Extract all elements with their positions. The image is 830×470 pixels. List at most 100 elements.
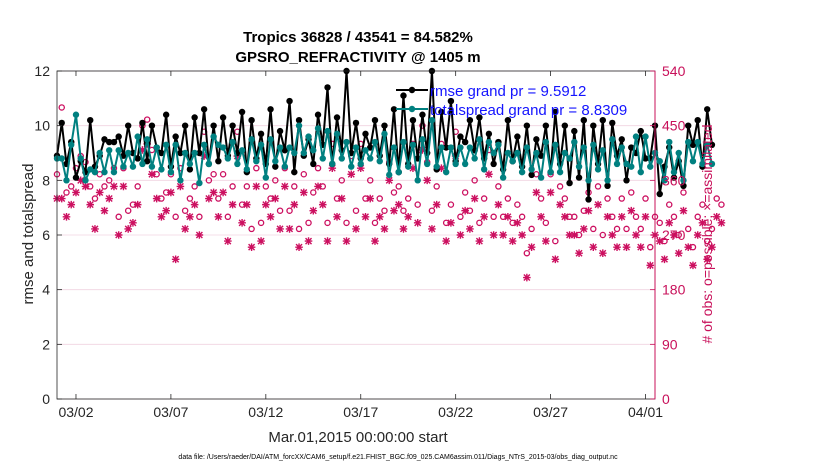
rmse-point [143, 158, 151, 165]
assimilated-obs-point [466, 225, 474, 233]
assimilated-obs-point [489, 231, 498, 239]
totalspread-point [129, 163, 137, 170]
possible-obs-point [552, 237, 559, 245]
assimilated-obs-point [518, 231, 526, 239]
totalspread-point [234, 160, 241, 168]
totalspread-point [82, 177, 89, 184]
totalspread-point [419, 136, 426, 143]
totalspread-point [139, 160, 146, 168]
totalspread-point [556, 168, 564, 176]
possible-obs-point [713, 195, 720, 202]
assimilated-obs-point [81, 182, 90, 191]
x-tick-label: 03/22 [438, 404, 473, 420]
totalspread-point [490, 149, 497, 157]
assimilated-obs-point [119, 182, 128, 191]
assimilated-obs-point [551, 255, 560, 264]
y-tick-label-right: 360 [662, 172, 686, 188]
possible-obs-point [376, 195, 383, 202]
possible-obs-point [295, 225, 303, 233]
assimilated-obs-point [423, 176, 431, 185]
assimilated-obs-point [309, 206, 318, 215]
rmse-point [276, 127, 284, 135]
rmse-point [115, 133, 122, 140]
assimilated-obs-point [584, 206, 593, 215]
assimilated-obs-point [432, 200, 441, 209]
assimilated-obs-point [304, 237, 313, 245]
assimilated-obs-point [347, 170, 356, 179]
totalspread-point [623, 160, 630, 168]
assimilated-obs-point [176, 182, 185, 191]
assimilated-obs-point [200, 152, 208, 160]
totalspread-point [224, 155, 232, 162]
totalspread-point [395, 168, 402, 176]
rmse-point [58, 119, 65, 127]
totalspread-point [229, 138, 236, 146]
rmse-point [575, 174, 583, 181]
rmse-point [281, 147, 289, 154]
totalspread-point [461, 160, 469, 168]
totalspread-point [177, 177, 184, 184]
possible-obs-point [63, 189, 70, 196]
assimilated-obs-point [110, 182, 118, 191]
rmse-point [461, 138, 469, 146]
assimilated-obs-point [693, 231, 702, 239]
possible-obs-point [219, 171, 227, 178]
rmse-point [447, 97, 455, 105]
possible-obs-point [390, 189, 398, 196]
possible-obs-point [642, 195, 649, 202]
possible-obs-point [381, 207, 388, 214]
possible-obs-point [352, 207, 360, 214]
assimilated-obs-point [655, 237, 664, 245]
assimilated-obs-point [171, 255, 180, 264]
totalspread-point [537, 174, 545, 181]
assimilated-obs-point [243, 200, 251, 209]
rmse-point [134, 155, 141, 162]
assimilated-obs-point [561, 212, 569, 221]
possible-obs-point [243, 183, 251, 190]
rmse-point [533, 136, 540, 143]
totalspread-point [96, 149, 103, 157]
y-tick-label-right: 0 [662, 391, 670, 407]
totalspread-point [571, 138, 578, 146]
totalspread-point [466, 144, 474, 151]
totalspread-point [124, 149, 132, 157]
possible-obs-point [58, 104, 65, 111]
assimilated-obs-point [157, 212, 166, 221]
totalspread-point [533, 149, 540, 157]
totalspread-point [243, 166, 251, 173]
totalspread-point [238, 147, 246, 154]
totalspread-point [637, 168, 644, 176]
totalspread-point [414, 177, 421, 184]
totalspread-point [675, 149, 682, 157]
totalspread-point [628, 163, 635, 170]
possible-obs-point [366, 177, 374, 184]
totalspread-point [106, 147, 113, 154]
totalspread-point [442, 168, 450, 176]
totalspread-point [390, 144, 398, 151]
totalspread-point [647, 163, 654, 170]
x-axis-label: Mar.01,2015 00:00:00 start [268, 429, 448, 446]
assimilated-obs-point [674, 249, 683, 258]
totalspread-point [504, 149, 512, 157]
possible-obs-point [656, 219, 663, 227]
rmse-point [514, 133, 521, 140]
rmse-point [191, 114, 198, 121]
totalspread-point [575, 163, 583, 170]
possible-obs-point [210, 171, 217, 178]
possible-obs-point [276, 207, 284, 214]
assimilated-obs-point [238, 219, 246, 227]
assimilated-obs-point [337, 194, 346, 203]
totalspread-point [670, 168, 678, 176]
assimilated-obs-point [660, 255, 669, 264]
assimilated-obs-point [627, 206, 636, 215]
totalspread-point [338, 155, 345, 162]
rmse-point [162, 111, 170, 118]
possible-obs-point [670, 213, 678, 221]
rmse-point [272, 163, 279, 170]
assimilated-obs-point [276, 225, 284, 233]
totalspread-point [63, 177, 70, 184]
rmse-point [704, 106, 711, 113]
possible-obs-point [637, 225, 645, 233]
rmse-point [580, 117, 588, 124]
assimilated-obs-point [684, 243, 693, 251]
